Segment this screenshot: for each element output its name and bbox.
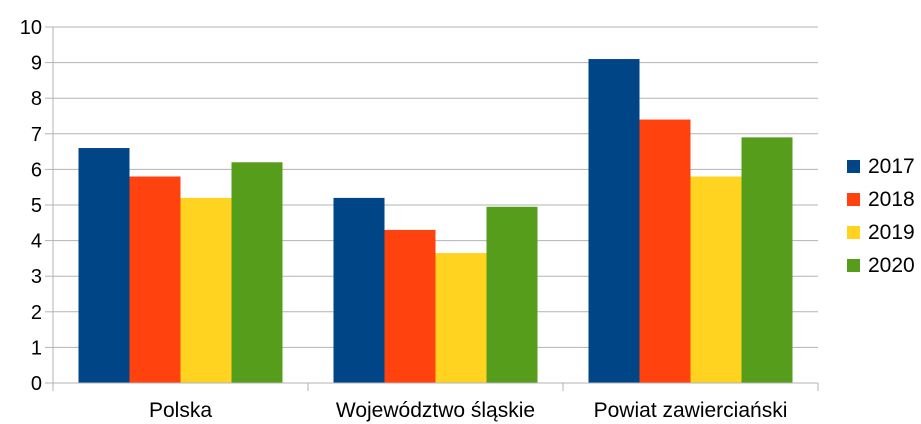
bar-2018-3 <box>639 119 691 383</box>
bar-2020-2 <box>486 206 538 383</box>
bar-2019-2 <box>435 253 487 383</box>
y-tick-label: 1 <box>31 337 42 359</box>
y-axis-tick-labels: 0 1 2 3 4 5 6 7 8 9 10 <box>20 17 42 395</box>
axes <box>52 27 819 391</box>
x-category-label: Polska <box>149 399 212 422</box>
legend-label: 2019 <box>868 221 915 244</box>
x-category-label: Województwo śląskie <box>336 399 535 422</box>
y-tick-label: 6 <box>31 159 42 181</box>
legend-swatch-2017 <box>847 160 860 173</box>
legend-swatch-2019 <box>847 226 860 239</box>
y-tick-label: 0 <box>31 373 42 395</box>
y-tick-label: 9 <box>31 53 42 75</box>
legend: 2017 2018 2019 2020 <box>847 155 915 277</box>
y-tick-label: 3 <box>31 266 42 288</box>
x-axis-category-labels: Polska Województwo śląskie Powiat zawierci… <box>149 399 787 422</box>
bar-2017-3 <box>588 59 640 383</box>
y-tick-label: 5 <box>31 195 42 217</box>
bars <box>78 59 793 383</box>
y-tick-label: 7 <box>31 124 42 146</box>
legend-swatch-2020 <box>847 259 860 272</box>
bar-2020-3 <box>741 137 793 383</box>
y-tick-label: 4 <box>31 231 42 253</box>
legend-swatch-2018 <box>847 193 860 206</box>
bar-2018-2 <box>384 229 436 383</box>
legend-label: 2017 <box>868 155 915 178</box>
bar-2020-1 <box>231 162 283 383</box>
y-tick-label: 10 <box>20 17 42 39</box>
bar-2018-1 <box>129 176 181 383</box>
x-category-label: Powiat zawierciański <box>594 399 788 422</box>
legend-label: 2018 <box>868 188 915 211</box>
bar-2017-1 <box>78 148 130 383</box>
bar-2019-1 <box>180 197 232 383</box>
legend-label: 2020 <box>868 254 915 277</box>
bar-2019-3 <box>690 176 742 383</box>
bar-2017-2 <box>333 197 385 383</box>
y-tick-label: 2 <box>31 302 42 324</box>
y-tick-label: 8 <box>31 88 42 110</box>
